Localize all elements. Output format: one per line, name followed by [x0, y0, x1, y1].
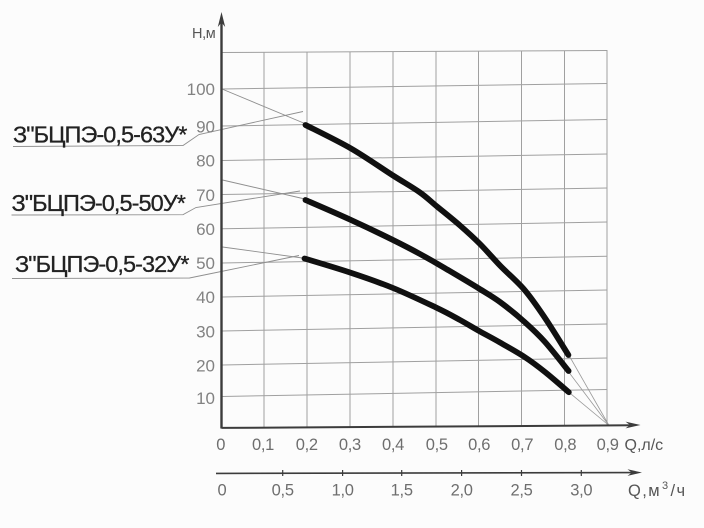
- svg-text:З"БЦПЭ-0,5-63У*: З"БЦПЭ-0,5-63У*: [13, 122, 187, 148]
- svg-text:З"БЦПЭ-0,5-32У*: З"БЦПЭ-0,5-32У*: [15, 251, 189, 277]
- svg-text:2,0: 2,0: [451, 482, 473, 500]
- svg-text:20: 20: [196, 356, 215, 375]
- svg-text:0,3: 0,3: [339, 436, 361, 454]
- svg-text:З"БЦПЭ-0,5-50У*: З"БЦПЭ-0,5-50У*: [12, 190, 186, 216]
- svg-text:0: 0: [216, 436, 225, 454]
- svg-text:0,6: 0,6: [468, 436, 490, 454]
- svg-text:0,5: 0,5: [426, 436, 448, 454]
- svg-text:0,8: 0,8: [554, 436, 576, 454]
- svg-text:40: 40: [196, 288, 215, 307]
- svg-text:0,9: 0,9: [597, 436, 619, 454]
- svg-text:Н,м: Н,м: [192, 26, 215, 42]
- svg-text:3,0: 3,0: [570, 482, 592, 500]
- svg-text:80: 80: [196, 152, 215, 171]
- svg-text:10: 10: [196, 389, 215, 408]
- svg-text:1,5: 1,5: [391, 482, 413, 500]
- svg-text:0,1: 0,1: [252, 436, 274, 454]
- svg-text:70: 70: [196, 186, 215, 205]
- svg-text:0,5: 0,5: [272, 482, 294, 500]
- svg-text:0,2: 0,2: [296, 436, 318, 454]
- svg-text:30: 30: [196, 322, 215, 341]
- svg-text:2,5: 2,5: [510, 482, 532, 500]
- svg-text:50: 50: [196, 254, 215, 273]
- svg-text:Q,м3/ч: Q,м3/ч: [628, 480, 686, 500]
- svg-text:100: 100: [187, 80, 215, 99]
- svg-text:90: 90: [196, 118, 215, 137]
- svg-text:Q,л/с: Q,л/с: [625, 437, 664, 454]
- svg-text:0,7: 0,7: [511, 436, 533, 454]
- svg-text:0,4: 0,4: [382, 436, 404, 454]
- svg-text:1,0: 1,0: [332, 482, 354, 500]
- svg-text:0: 0: [218, 482, 227, 500]
- svg-text:60: 60: [196, 220, 215, 239]
